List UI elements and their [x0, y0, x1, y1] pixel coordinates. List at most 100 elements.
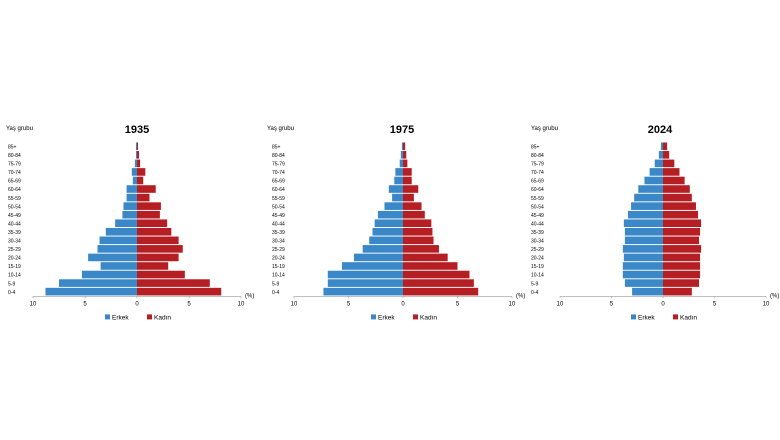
age-group-label: 35-39	[8, 230, 21, 236]
bar-erkek-85+	[660, 142, 663, 151]
bar-erkek-45-49	[377, 210, 403, 219]
age-group-label: 65-69	[272, 179, 285, 185]
bar-kadin-60-64	[663, 185, 690, 193]
bar-erkek-70-74	[649, 168, 663, 176]
bar-erkek-45-49	[122, 210, 137, 219]
age-group-label: 5-9	[8, 281, 15, 287]
bar-erkek-25-29	[97, 245, 137, 253]
bar-erkek-15-19	[100, 262, 137, 270]
bar-kadin-50-54	[137, 202, 161, 210]
bar-erkek-65-69	[644, 176, 663, 185]
bar-kadin-75-79	[663, 159, 675, 168]
bar-kadin-20-24	[663, 253, 701, 262]
legend-swatch-kadin	[413, 314, 418, 320]
bar-kadin-15-19	[403, 262, 458, 270]
x-axis-unit: (%)	[245, 293, 254, 299]
age-group-label: 70-74	[8, 170, 21, 176]
age-group-label: 40-44	[8, 221, 21, 227]
bar-kadin-70-74	[403, 168, 412, 176]
age-group-label: 50-54	[531, 204, 544, 210]
bar-erkek-75-79	[134, 159, 137, 168]
bar-erkek-65-69	[132, 176, 137, 185]
age-group-label: 10-14	[272, 273, 285, 279]
bar-erkek-20-24	[88, 253, 137, 262]
bar-erkek-70-74	[395, 168, 403, 176]
x-tick-label: 5	[713, 301, 717, 307]
legend-label-erkek: Erkek	[378, 314, 395, 321]
y-axis-label: Yaş grubu	[6, 126, 33, 132]
bar-erkek-55-59	[634, 193, 663, 202]
x-tick-label: 0	[401, 301, 405, 307]
age-group-label: 65-69	[8, 179, 21, 185]
age-group-label: 35-39	[531, 230, 544, 236]
bar-kadin-30-34	[403, 236, 434, 245]
age-group-label: 0-4	[272, 290, 279, 296]
bar-kadin-10-14	[663, 270, 701, 279]
bar-erkek-35-39	[372, 227, 403, 236]
age-group-label: 55-59	[272, 196, 285, 202]
bar-kadin-0-4	[403, 287, 479, 296]
bar-kadin-40-44	[663, 219, 702, 228]
pyramid-chart-1935: 1935 Yaş grubu 0-4 5-9 10-14 15-19 20-24 25-29 3…	[6, 124, 254, 321]
age-group-label: 60-64	[8, 187, 21, 193]
bar-kadin-80-84	[137, 151, 140, 159]
bar-kadin-55-59	[137, 193, 150, 202]
age-group-label: 80-84	[272, 153, 285, 159]
bar-kadin-65-69	[663, 176, 685, 185]
bar-kadin-65-69	[137, 176, 144, 185]
chart-title: 1935	[125, 124, 149, 136]
bar-kadin-35-39	[137, 227, 172, 236]
bar-erkek-20-24	[623, 253, 663, 262]
legend-label-erkek: Erkek	[638, 314, 655, 321]
bar-kadin-55-59	[663, 193, 692, 202]
bar-erkek-0-4	[323, 287, 403, 296]
bar-kadin-5-9	[403, 279, 474, 287]
x-tick-label: 5	[347, 301, 351, 307]
legend-swatch-kadin	[673, 314, 678, 320]
x-tick-label: 10	[30, 301, 37, 307]
age-group-label: 15-19	[272, 264, 285, 270]
age-group-label: 30-34	[8, 239, 21, 245]
x-tick-label: 5	[456, 301, 460, 307]
age-group-label: 40-44	[272, 221, 285, 227]
bar-erkek-10-14	[622, 270, 663, 279]
age-group-label: 20-24	[8, 256, 21, 262]
bar-kadin-55-59	[403, 193, 414, 202]
bar-erkek-5-9	[624, 279, 663, 287]
bar-erkek-60-64	[388, 185, 403, 193]
bar-erkek-35-39	[624, 227, 663, 236]
age-group-label: 20-24	[272, 256, 285, 262]
age-group-label: 0-4	[531, 290, 538, 296]
bar-kadin-30-34	[663, 236, 700, 245]
age-group-label: 10-14	[8, 273, 21, 279]
bar-kadin-45-49	[663, 210, 699, 219]
bar-kadin-25-29	[403, 245, 439, 253]
bar-kadin-0-4	[663, 287, 692, 296]
bar-erkek-15-19	[622, 262, 663, 270]
bar-kadin-5-9	[137, 279, 210, 287]
age-group-label: 25-29	[531, 247, 544, 253]
bar-erkek-80-84	[135, 151, 137, 159]
legend-swatch-erkek	[105, 314, 110, 320]
age-group-label: 30-34	[531, 239, 544, 245]
bar-kadin-5-9	[663, 279, 700, 287]
age-group-label: 70-74	[531, 170, 544, 176]
age-group-label: 20-24	[531, 256, 544, 262]
bar-kadin-20-24	[137, 253, 179, 262]
bar-kadin-60-64	[137, 185, 156, 193]
bar-erkek-60-64	[126, 185, 137, 193]
bar-erkek-75-79	[399, 159, 403, 168]
bar-erkek-50-54	[123, 202, 137, 210]
bar-kadin-15-19	[137, 262, 169, 270]
bar-erkek-40-44	[115, 219, 137, 228]
bar-erkek-30-34	[369, 236, 403, 245]
age-group-label: 50-54	[272, 204, 285, 210]
x-tick-label: 10	[763, 301, 770, 307]
bar-kadin-70-74	[663, 168, 680, 176]
bar-kadin-25-29	[137, 245, 183, 253]
bar-kadin-85+	[137, 142, 139, 151]
x-tick-label: 10	[557, 301, 564, 307]
bar-kadin-0-4	[137, 287, 222, 296]
pyramid-chart-2024: 2024 Yaş grubu 0-4 5-9 10-14 15-19 20-24 25-29 3…	[531, 124, 779, 321]
bar-kadin-75-79	[403, 159, 408, 168]
